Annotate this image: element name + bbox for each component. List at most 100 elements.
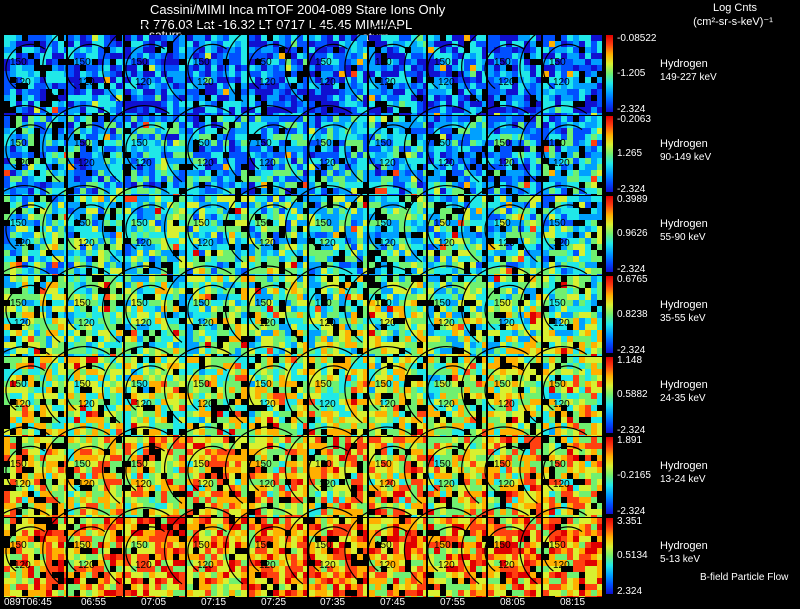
- contour-line: [308, 445, 348, 492]
- colorbar: [606, 196, 613, 272]
- image-frame: 150 120: [461, 426, 541, 517]
- contour-label: 120: [14, 158, 31, 169]
- contour-line: [367, 124, 408, 170]
- contour-line: [427, 365, 467, 411]
- colorbar-min: -2.324: [617, 425, 646, 436]
- contour-label: 150: [494, 540, 511, 551]
- contour-line: [187, 526, 227, 572]
- colorbar-mid: 0.8238: [617, 308, 648, 320]
- contour-line: [163, 345, 232, 424]
- contour-line: [125, 526, 165, 572]
- contour-line: [403, 426, 472, 504]
- colorbar-title: Log Cnts: [712, 2, 758, 14]
- colorbar-max: 0.3989: [617, 194, 648, 205]
- contour-label: 120: [14, 77, 31, 88]
- contour-label: 150: [434, 57, 451, 68]
- contour-label: 150: [434, 540, 451, 551]
- energy-label: 35-55 keV: [660, 312, 706, 324]
- colorbar-max: 0.6765: [617, 274, 648, 285]
- contour-label: 120: [197, 479, 214, 490]
- contour-label: 120: [498, 77, 515, 88]
- contour-label: 150: [131, 540, 148, 551]
- contour-line: [248, 124, 288, 170]
- time-tick-label: 07:55: [440, 597, 466, 608]
- contour-line: [542, 284, 583, 331]
- contour-line: [65, 284, 106, 331]
- contour-label: 150: [549, 138, 566, 149]
- contour-line: [101, 426, 170, 504]
- contour-line: [308, 284, 348, 331]
- time-tick-label: 06:55: [81, 597, 107, 608]
- contour-label: 150: [375, 459, 392, 470]
- contour-label: 150: [255, 138, 272, 149]
- image-frame: 150 120: [461, 24, 541, 115]
- contour-line: [125, 284, 165, 331]
- contour-label: 150: [131, 298, 148, 309]
- contour-label: 150: [255, 298, 272, 309]
- contour-label: 120: [553, 399, 570, 410]
- colorbar-max: 1.891: [617, 435, 643, 446]
- contour-label: 150: [10, 138, 27, 149]
- contour-line: [367, 526, 408, 572]
- contour-line: [125, 365, 165, 411]
- contour-line: [403, 345, 472, 424]
- contour-label: 120: [438, 238, 455, 249]
- contour-label: 120: [498, 158, 515, 169]
- contour-line: [0, 104, 50, 183]
- contour-label: 150: [74, 218, 91, 229]
- colorbar-mid: -1.205: [617, 67, 646, 79]
- contour-line: [0, 345, 50, 424]
- contour-label: 120: [553, 238, 570, 249]
- contour-label: 150: [131, 459, 148, 470]
- contour-label: 150: [494, 57, 511, 68]
- contour-line: [308, 124, 348, 170]
- contour-label: 120: [498, 238, 515, 249]
- image-frame: 150 120: [344, 104, 426, 195]
- image-frame: 150 120: [163, 104, 247, 195]
- contour-line: [187, 43, 227, 90]
- time-tick-label: 07:25: [261, 597, 287, 608]
- contour-line: [101, 24, 170, 102]
- contour-line: [5, 204, 46, 250]
- contour-line: [5, 445, 46, 492]
- contour-label: 150: [549, 459, 566, 470]
- contour-label: 150: [494, 379, 511, 390]
- image-frame: 150 120: [42, 104, 123, 195]
- contour-label: 150: [131, 379, 148, 390]
- contour-label: 150: [10, 298, 27, 309]
- contour-line: [367, 365, 408, 411]
- contour-line: [308, 43, 348, 90]
- colorbar-min: -2.324: [617, 345, 646, 356]
- contour-label: 150: [549, 379, 566, 390]
- image-frame: 150 120: [163, 265, 247, 356]
- contour-line: [224, 506, 293, 585]
- contour-label: 120: [135, 479, 152, 490]
- contour-line: [65, 124, 106, 170]
- contour-label: 150: [131, 138, 148, 149]
- image-frame: 150 120: [42, 426, 123, 517]
- contour-label: 120: [319, 238, 336, 249]
- contour-line: [65, 43, 106, 90]
- contour-label: 120: [259, 399, 276, 410]
- contour-line: [65, 526, 106, 572]
- contour-label: 120: [14, 560, 31, 571]
- contour-line: [5, 43, 46, 90]
- flow-label: B-field Particle Flow: [700, 572, 789, 583]
- contour-label: 150: [255, 459, 272, 470]
- contour-line: [542, 43, 583, 90]
- image-frame: 150 120: [284, 24, 367, 115]
- contour-label: 150: [549, 57, 566, 68]
- contour-label: 120: [379, 399, 396, 410]
- image-frame: 150 120: [403, 506, 486, 597]
- contour-label: 150: [375, 138, 392, 149]
- contour-label: 120: [197, 399, 214, 410]
- contour-line: [403, 184, 472, 263]
- contour-line: [224, 104, 293, 183]
- contour-line: [65, 445, 106, 492]
- image-frame: 150 120: [461, 506, 541, 597]
- contour-line: [308, 526, 348, 572]
- image-frame: 150 120: [284, 426, 367, 517]
- contour-label: 120: [78, 560, 95, 571]
- energy-label: 24-35 keV: [660, 393, 706, 404]
